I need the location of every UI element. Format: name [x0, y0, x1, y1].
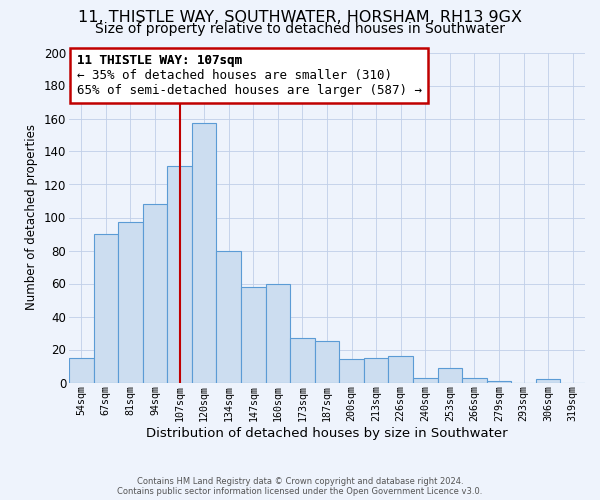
Text: Contains HM Land Registry data © Crown copyright and database right 2024.
Contai: Contains HM Land Registry data © Crown c… [118, 476, 482, 496]
Bar [487, 381, 511, 382]
Text: 11 THISTLE WAY: 107sqm: 11 THISTLE WAY: 107sqm [77, 54, 242, 67]
Bar [388, 356, 413, 382]
Y-axis label: Number of detached properties: Number of detached properties [25, 124, 38, 310]
X-axis label: Distribution of detached houses by size in Southwater: Distribution of detached houses by size … [146, 427, 508, 440]
Bar [118, 222, 143, 382]
Bar [241, 287, 266, 382]
Bar [192, 124, 217, 382]
Bar [315, 341, 339, 382]
Bar [290, 338, 315, 382]
Bar [266, 284, 290, 382]
Bar [167, 166, 192, 382]
Bar [69, 358, 94, 382]
Bar [217, 250, 241, 382]
Bar [536, 379, 560, 382]
Bar [94, 234, 118, 382]
Text: Size of property relative to detached houses in Southwater: Size of property relative to detached ho… [95, 22, 505, 36]
Text: 11, THISTLE WAY, SOUTHWATER, HORSHAM, RH13 9GX: 11, THISTLE WAY, SOUTHWATER, HORSHAM, RH… [78, 10, 522, 25]
Bar [339, 360, 364, 382]
Bar [437, 368, 462, 382]
Bar [413, 378, 437, 382]
Bar [462, 378, 487, 382]
Bar [143, 204, 167, 382]
Bar [364, 358, 388, 382]
Text: 11 THISTLE WAY: 107sqm
← 35% of detached houses are smaller (310)
65% of semi-de: 11 THISTLE WAY: 107sqm ← 35% of detached… [77, 54, 422, 97]
